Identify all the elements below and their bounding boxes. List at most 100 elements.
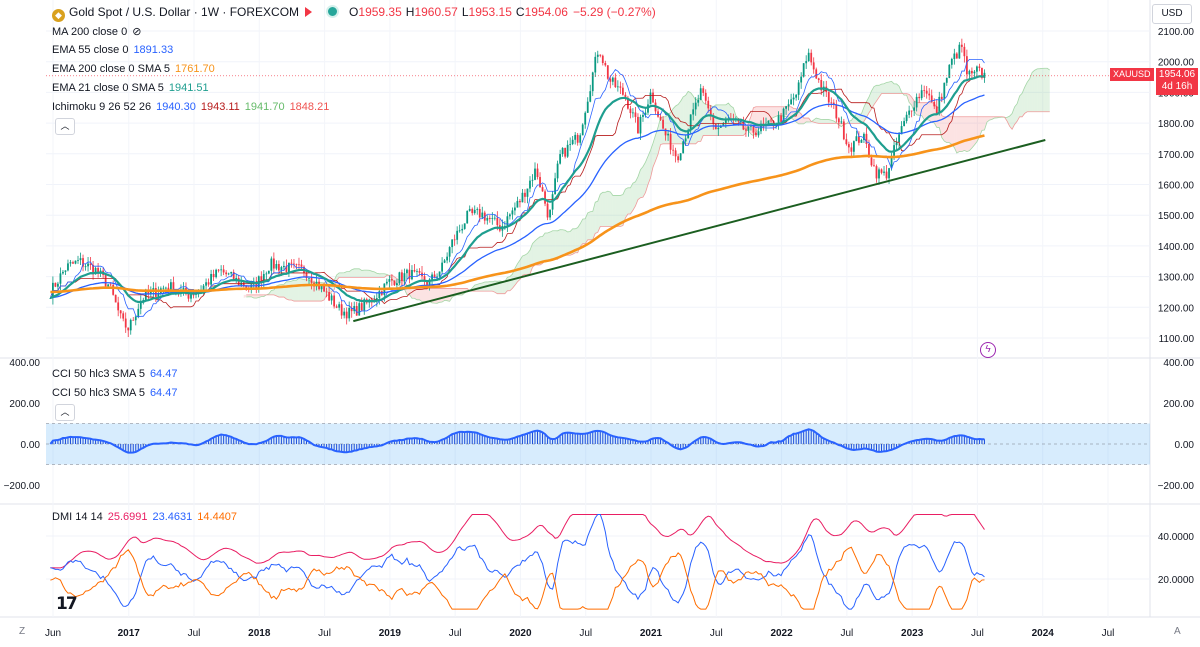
candle-body	[57, 283, 59, 287]
cloud-segment	[301, 278, 304, 302]
cloud-segment	[590, 211, 593, 240]
candle-body	[913, 107, 916, 111]
candle-body	[496, 217, 499, 226]
candle-body	[72, 262, 74, 264]
candle-body	[441, 262, 443, 272]
candle-body	[471, 208, 474, 214]
cci-tick-label: −200.00	[1158, 481, 1195, 492]
auto-scale-button[interactable]: A	[1174, 626, 1181, 637]
dmi-tick-label: 20.0000	[1158, 575, 1195, 586]
time-tick-label: Jul	[971, 628, 984, 639]
cloud-segment	[346, 271, 350, 278]
zoom-button[interactable]: Z	[19, 626, 26, 637]
candle-body	[418, 271, 421, 273]
cloud-segment	[585, 212, 588, 244]
symbol-legend[interactable]: ◆ Gold Spot / U.S. Dollar · 1W · FOREXCOM…	[52, 5, 656, 22]
cloud-segment	[1044, 68, 1048, 112]
candle-body	[192, 294, 195, 296]
cloud-segment	[966, 116, 970, 152]
indicator-legend-ma200[interactable]: MA 200 close 0 ⊘	[52, 26, 142, 38]
candle-body	[965, 56, 968, 75]
cloud-segment	[929, 102, 932, 123]
candle-body	[544, 191, 546, 204]
eye-off-icon[interactable]: ⊘	[132, 26, 142, 38]
candle-body	[586, 101, 589, 113]
cloud-segment	[286, 281, 289, 301]
time-tick-label: Jul	[449, 628, 462, 639]
candle-body	[97, 267, 99, 274]
cci-legend-2[interactable]: CCI 50 hlc3 SMA 5 64.47	[52, 387, 178, 399]
cloud-segment	[517, 260, 520, 282]
collapse-cci-button[interactable]: ︿	[55, 404, 75, 421]
indicator-legend-ichimoku[interactable]: Ichimoku 9 26 52 26 1940.30 1943.11 1941.70…	[52, 101, 330, 113]
cloud-segment	[806, 118, 809, 122]
candle-body	[355, 306, 358, 316]
time-tick-label: Jul	[188, 628, 201, 639]
cloud-segment	[366, 270, 370, 278]
candle-body	[112, 284, 115, 295]
candle-body	[122, 313, 125, 319]
cloud-segment	[964, 116, 967, 152]
candle-body	[220, 269, 223, 271]
cloud-segment	[582, 218, 586, 244]
currency-selector[interactable]: USD	[1152, 4, 1192, 24]
time-tick-label: 2023	[901, 628, 924, 639]
candle-body	[149, 291, 152, 295]
cci-legend-1[interactable]: CCI 50 hlc3 SMA 5 64.47	[52, 368, 178, 380]
cloud-segment	[931, 102, 935, 123]
candle-body	[639, 116, 642, 134]
candle-body	[802, 63, 805, 77]
candle-body	[456, 230, 459, 240]
cloud-segment	[946, 116, 950, 143]
indicator-legend-ema21[interactable]: EMA 21 close 0 SMA 5 1941.51	[52, 82, 209, 94]
candle-body	[905, 114, 908, 122]
candle-body	[298, 264, 300, 266]
candle-body	[616, 86, 619, 88]
candle-body	[870, 157, 873, 166]
cloud-segment	[959, 116, 962, 152]
candle-body	[242, 282, 245, 287]
candle-body	[958, 44, 961, 59]
candle-body	[800, 76, 803, 83]
cloud-segment	[826, 119, 829, 124]
collapse-legend-button[interactable]: ︿	[55, 118, 75, 135]
cloud-segment	[1019, 93, 1023, 117]
candle-body	[207, 282, 210, 285]
cloud-segment	[615, 195, 618, 227]
candle-body	[621, 87, 624, 95]
cloud-segment	[678, 101, 681, 144]
candle-body	[852, 141, 855, 152]
cloud-segment	[617, 195, 621, 227]
cci-tick-label: 400.00	[1163, 358, 1194, 369]
cloud-segment	[821, 119, 824, 124]
cloud-segment	[758, 106, 761, 130]
candle-body	[272, 258, 275, 269]
flag-icon[interactable]	[305, 7, 313, 17]
candle-body	[335, 306, 338, 308]
indicator-legend-ema55[interactable]: EMA 55 close 0 1891.33	[52, 44, 174, 56]
lightning-icon[interactable]: ϟ	[980, 342, 996, 358]
indicator-legend-ema200[interactable]: EMA 200 close 0 SMA 5 1761.70	[52, 63, 215, 75]
cloud-segment	[572, 228, 576, 255]
candle-body	[187, 294, 190, 299]
candle-body	[162, 287, 165, 289]
time-tick-label: 2020	[509, 628, 532, 639]
last-price-tag: 1954.06 4d 16h	[1156, 68, 1198, 95]
candle-body	[722, 123, 725, 127]
cloud-segment	[535, 238, 538, 265]
candle-body	[514, 207, 516, 211]
candle-body	[611, 77, 614, 82]
candle-body	[205, 282, 207, 286]
cloud-segment	[587, 211, 591, 240]
candle-body	[757, 131, 760, 136]
cloud-segment	[760, 106, 764, 128]
cloud-segment	[969, 116, 972, 151]
candle-body	[277, 263, 280, 271]
dmi-legend[interactable]: DMI 14 14 25.6991 23.4631 14.4407	[52, 511, 238, 523]
candle-body	[584, 112, 587, 125]
candle-body	[855, 136, 858, 142]
candle-body	[245, 286, 248, 288]
candle-body	[74, 260, 77, 264]
candle-body	[795, 94, 798, 98]
